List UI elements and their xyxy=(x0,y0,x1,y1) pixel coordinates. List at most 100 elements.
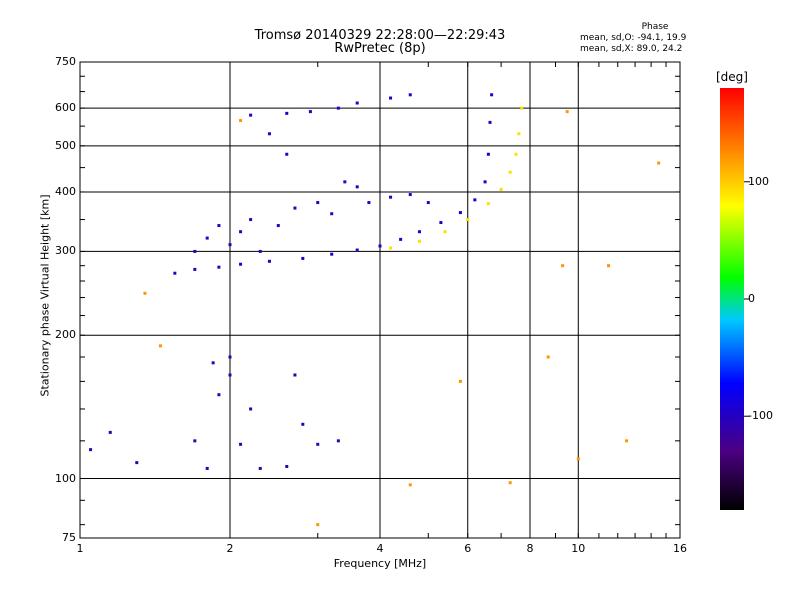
data-point xyxy=(508,481,512,485)
x-axis-label: Frequency [MHz] xyxy=(333,557,427,570)
data-point xyxy=(316,201,320,205)
data-point xyxy=(486,152,490,156)
x-tick-label: 10 xyxy=(571,542,586,555)
data-point xyxy=(239,262,243,266)
data-point xyxy=(408,193,412,197)
y-tick-label: 400 xyxy=(55,184,76,198)
chart-subtitle: RwPretec (8p) xyxy=(334,41,426,56)
data-point xyxy=(355,101,359,105)
x-tick-label: 6 xyxy=(464,542,472,555)
data-point xyxy=(466,218,470,222)
data-point xyxy=(228,243,232,247)
data-point xyxy=(308,110,312,114)
data-point xyxy=(239,230,243,234)
data-point xyxy=(389,195,393,199)
data-point xyxy=(316,523,320,527)
series-spread-f-cluster xyxy=(193,180,430,253)
x-tick-label: 16 xyxy=(673,542,687,555)
data-point xyxy=(417,239,421,243)
data-point xyxy=(249,407,253,411)
data-point xyxy=(473,198,477,202)
data-point xyxy=(258,466,262,470)
data-point xyxy=(520,106,524,110)
data-point xyxy=(508,170,512,174)
data-point xyxy=(193,267,197,271)
data-point xyxy=(488,120,492,124)
data-point xyxy=(285,152,289,156)
colorbar-tick-label: 100 xyxy=(748,174,769,188)
data-point xyxy=(293,206,297,210)
x-tick-label: 1 xyxy=(76,542,84,555)
data-point xyxy=(408,483,412,487)
data-point xyxy=(561,264,565,268)
data-point xyxy=(514,152,518,156)
data-point xyxy=(267,259,271,263)
data-point xyxy=(367,201,371,205)
chart-title: Tromsø 20140329 22:28:00—22:29:43 xyxy=(254,28,506,43)
data-point xyxy=(343,180,347,184)
phase-stats-o: mean, sd,O: -94.1, 19.9 xyxy=(580,33,687,43)
data-point xyxy=(607,264,611,268)
data-point xyxy=(330,252,334,256)
data-point xyxy=(258,249,262,253)
x-tick-label: 4 xyxy=(376,542,384,555)
data-point xyxy=(135,461,139,465)
data-point xyxy=(408,93,412,97)
data-point xyxy=(657,161,661,165)
data-point xyxy=(389,246,393,250)
data-point xyxy=(143,291,147,295)
data-point xyxy=(458,379,462,383)
colorbar-unit: [deg] xyxy=(716,70,748,84)
data-point xyxy=(193,439,197,443)
y-tick-label: 750 xyxy=(55,55,76,68)
data-point xyxy=(193,249,197,253)
y-tick-label: 200 xyxy=(55,328,76,342)
axis-ticks xyxy=(79,61,681,538)
colorbar-tick-label: 0 xyxy=(748,292,755,305)
data-point xyxy=(228,373,232,377)
data-point xyxy=(217,224,221,228)
plot-grid xyxy=(80,62,680,538)
colorbar-ticks xyxy=(744,181,750,417)
data-point xyxy=(565,110,569,114)
data-point xyxy=(173,271,177,275)
data-point xyxy=(625,439,629,443)
data-point xyxy=(249,113,253,117)
phase-stats-x: mean, sd,X: 89.0, 24.2 xyxy=(580,44,683,54)
data-point xyxy=(205,236,209,240)
data-point xyxy=(249,218,253,222)
y-tick-label: 300 xyxy=(55,244,76,258)
data-point xyxy=(301,422,305,426)
data-point xyxy=(439,221,443,225)
y-tick-label: 500 xyxy=(55,138,76,152)
x-tick-label: 2 xyxy=(226,542,234,555)
y-tick-label: 75 xyxy=(62,531,76,544)
data-point xyxy=(293,373,297,377)
data-point xyxy=(486,202,490,206)
data-point xyxy=(546,355,550,359)
colorbar xyxy=(720,88,744,510)
data-point xyxy=(417,230,421,234)
data-point xyxy=(158,344,162,348)
data-point xyxy=(355,248,359,252)
data-point xyxy=(483,180,487,184)
x-tick-label: 8 xyxy=(526,542,534,555)
data-point xyxy=(239,442,243,446)
data-point xyxy=(499,187,503,191)
data-point xyxy=(205,466,209,470)
data-point xyxy=(399,237,403,241)
data-point xyxy=(576,457,580,461)
series-x-mode-f-trace xyxy=(389,106,524,250)
data-point xyxy=(217,393,221,397)
data-point xyxy=(517,132,521,136)
data-point xyxy=(211,361,215,365)
data-point xyxy=(330,212,334,216)
data-point xyxy=(239,119,243,123)
data-point xyxy=(316,442,320,446)
series-scattered-noise xyxy=(143,110,661,527)
series-upper-multi-hop-band xyxy=(249,93,412,156)
y-axis-label: Stationary phase Virtual Height [km] xyxy=(38,194,52,397)
data-point xyxy=(217,265,221,269)
data-point xyxy=(426,201,430,205)
series-o-mode-f-trace xyxy=(173,93,494,275)
